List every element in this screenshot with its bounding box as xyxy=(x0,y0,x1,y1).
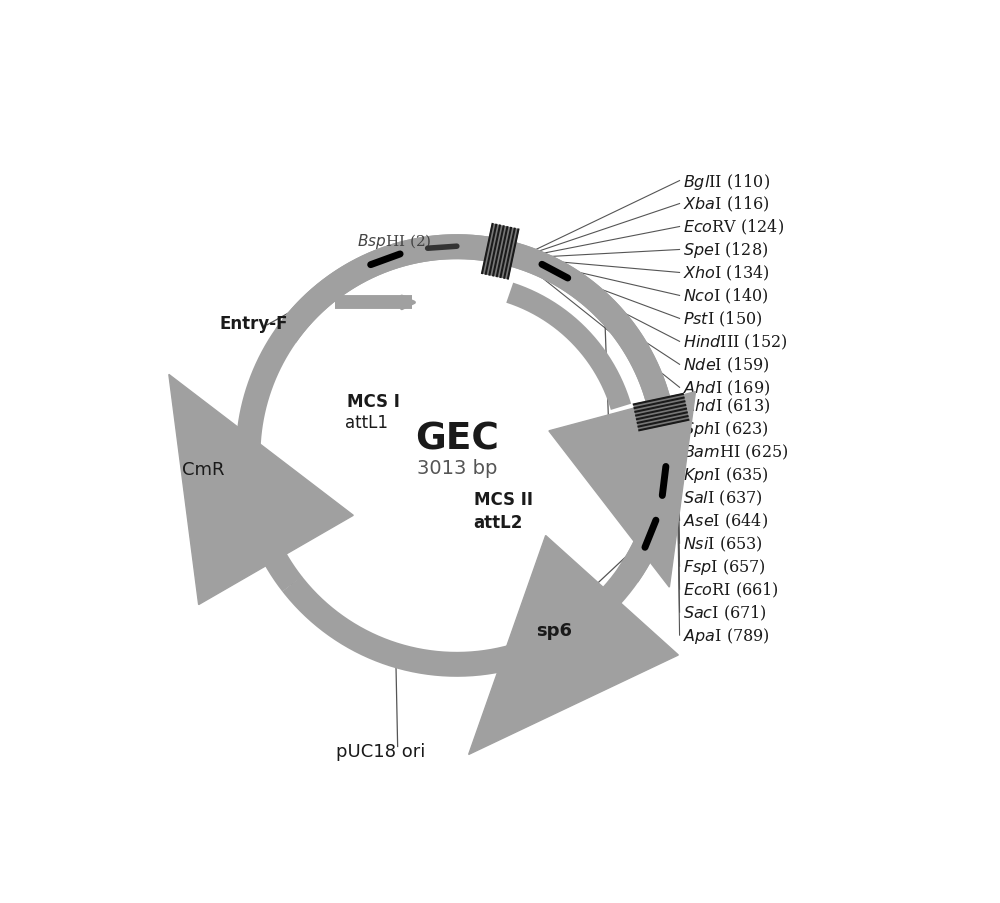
Text: $\mathit{Kpn}$I (635): $\mathit{Kpn}$I (635) xyxy=(683,465,769,485)
Text: $\mathit{Ahd}$I (169): $\mathit{Ahd}$I (169) xyxy=(683,378,770,397)
Text: $\mathit{Apa}$I (789): $\mathit{Apa}$I (789) xyxy=(683,626,770,646)
Text: $\mathit{Xho}$I (134): $\mathit{Xho}$I (134) xyxy=(683,264,770,283)
Text: $\mathit{Nsi}$I (653): $\mathit{Nsi}$I (653) xyxy=(683,534,763,554)
Bar xyxy=(634,395,688,431)
Text: $\mathit{Bsp}$HI (2): $\mathit{Bsp}$HI (2) xyxy=(357,232,431,251)
Polygon shape xyxy=(169,375,353,605)
Text: $\mathit{Nde}$I (159): $\mathit{Nde}$I (159) xyxy=(683,355,770,375)
Text: GEC: GEC xyxy=(415,421,499,457)
Text: $\mathit{Eco}$RV (124): $\mathit{Eco}$RV (124) xyxy=(683,218,784,237)
Text: pUC18 ori: pUC18 ori xyxy=(336,742,425,760)
Text: $\mathit{Xba}$I (116): $\mathit{Xba}$I (116) xyxy=(683,195,770,214)
Text: $\mathit{Sal}$I (637): $\mathit{Sal}$I (637) xyxy=(683,489,763,507)
Text: $\mathit{Fsp}$I (657): $\mathit{Fsp}$I (657) xyxy=(683,556,766,576)
Text: $\mathit{Hind}$III (152): $\mathit{Hind}$III (152) xyxy=(683,332,788,351)
Text: $\mathit{Bgl}$II (110): $\mathit{Bgl}$II (110) xyxy=(683,172,770,191)
Text: MCS II: MCS II xyxy=(474,491,533,508)
Text: $\mathit{Bam}$HI (625): $\mathit{Bam}$HI (625) xyxy=(683,442,789,461)
Text: $\mathit{Spe}$I (128): $\mathit{Spe}$I (128) xyxy=(683,240,768,260)
Text: attL1: attL1 xyxy=(345,414,388,432)
Text: 3013 bp: 3013 bp xyxy=(417,459,497,478)
Text: MCS I: MCS I xyxy=(347,393,400,411)
Text: $\mathit{Pst}$I (150): $\mathit{Pst}$I (150) xyxy=(683,310,762,329)
Bar xyxy=(482,225,518,279)
Text: CmR: CmR xyxy=(182,461,224,479)
Text: $\mathit{Ahd}$I (613): $\mathit{Ahd}$I (613) xyxy=(683,396,770,415)
Text: attL2: attL2 xyxy=(474,513,523,531)
Text: $\mathit{Ase}$I (644): $\mathit{Ase}$I (644) xyxy=(683,511,768,530)
Polygon shape xyxy=(469,535,678,755)
Text: sp6: sp6 xyxy=(536,621,572,638)
Text: ccdB: ccdB xyxy=(610,414,658,432)
Text: $\mathit{Sac}$I (671): $\mathit{Sac}$I (671) xyxy=(683,603,767,622)
Polygon shape xyxy=(549,392,696,588)
Text: Entry-F: Entry-F xyxy=(219,315,288,333)
Text: $\mathit{Eco}$RI (661): $\mathit{Eco}$RI (661) xyxy=(683,580,779,599)
Text: $\mathit{Nco}$I (140): $\mathit{Nco}$I (140) xyxy=(683,286,769,306)
Text: $\mathit{Sph}$I (623): $\mathit{Sph}$I (623) xyxy=(683,419,769,439)
